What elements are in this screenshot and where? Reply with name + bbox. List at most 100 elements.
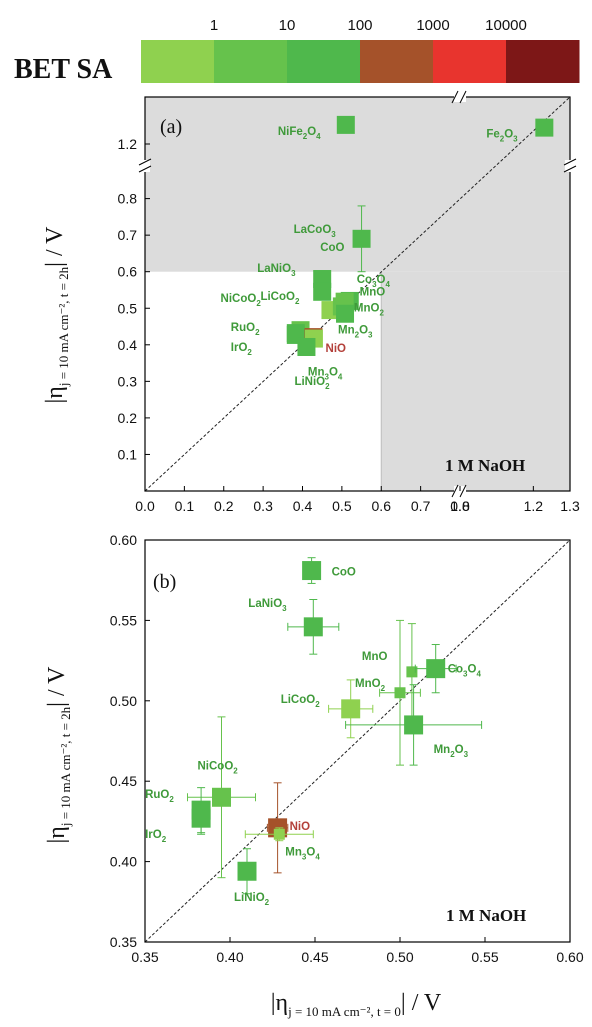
colorbar-tick-1000: 1000 (416, 17, 449, 34)
label-MnO2: MnO2 (354, 302, 385, 317)
xtick-label-0.1: 0.1 (175, 498, 195, 514)
y-break-mark-3 (563, 165, 577, 173)
panel-b-xlabel: |ηj = 10 mA cm⁻², t = 0| / V (271, 990, 442, 1019)
label-Mn2O3-main2: O (359, 325, 368, 337)
label-Mn2O3-sub: 2 (450, 750, 455, 759)
x-break-mark-1 (459, 484, 467, 498)
point-Fe2O3 (535, 118, 554, 137)
x-break-mark-2 (451, 90, 459, 104)
label-Mn2O3-sub: 2 (355, 331, 360, 340)
panel-b-annotation: 1 M NaOH (446, 906, 526, 925)
label-LaNiO3-main: LaNiO (257, 263, 291, 275)
colorbar-swatch-3 (360, 40, 434, 83)
ytick-label-0.3: 0.3 (118, 373, 138, 389)
colorbar: BET SA 1 10 100 1000 10000 (14, 17, 580, 85)
label-Mn3O4-main2: O (306, 846, 315, 858)
label-MnO2-sub: 2 (379, 308, 384, 317)
label-Mn2O3: Mn2O3 (434, 744, 469, 759)
label-Mn3O4: Mn3O4 (285, 846, 320, 861)
label-IrO2: IrO2 (145, 829, 167, 844)
ytick-label-0.50: 0.50 (110, 693, 137, 709)
point-LaCoO3 (352, 229, 371, 248)
label-RuO2: RuO2 (231, 322, 260, 337)
panel-b-label: (b) (153, 571, 176, 593)
point-IrO2 (191, 808, 211, 828)
point-Mn3O4 (273, 828, 285, 840)
point-CoO (302, 561, 322, 581)
label-Mn2O3-sub2: 3 (464, 750, 469, 759)
ytick-label-0.35: 0.35 (110, 934, 137, 950)
label-Mn3O4-sub: 3 (325, 373, 330, 382)
label-RuO2-main: RuO (231, 322, 255, 334)
label-MnO: MnO (360, 287, 386, 299)
label-CoO-main: CoO (332, 567, 356, 579)
point-LiCoO2 (341, 699, 361, 719)
label-Mn3O4: Mn3O4 (308, 367, 343, 382)
xtick-label-1.2: 1.2 (524, 498, 544, 514)
label-Fe2O3-main: Fe (486, 129, 499, 141)
xtick-label-0.3: 0.3 (253, 498, 273, 514)
label-NiO-main: NiO (290, 821, 311, 833)
colorbar-swatch-2 (287, 40, 361, 83)
xtick-label-0.8: 0.8 (450, 498, 470, 514)
ytick-label-0.6: 0.6 (118, 264, 138, 280)
point-LaNiO3 (313, 282, 332, 301)
y-break-mark-2 (563, 158, 577, 166)
label-LaNiO3-sub: 3 (291, 269, 296, 278)
colorbar-swatch-4 (433, 40, 507, 83)
label-Mn2O3-main: Mn (338, 325, 355, 337)
ytick-label-0.8: 0.8 (118, 191, 138, 207)
label-RuO2-sub: 2 (255, 328, 260, 337)
x-break-mark-0 (451, 484, 459, 498)
label-Mn3O4-main: Mn (285, 846, 302, 858)
point-Mn2O3 (336, 304, 355, 323)
point-NiFe2O4 (336, 115, 355, 134)
label-LaNiO3: LaNiO3 (248, 598, 287, 613)
colorbar-tick-100: 100 (347, 17, 372, 34)
xtick-label-0.6: 0.6 (372, 498, 392, 514)
xtick-label-0.50: 0.50 (386, 949, 413, 965)
point-MnO2 (394, 687, 406, 699)
label-CoO-main: CoO (320, 242, 344, 254)
ytick-label-0.5: 0.5 (118, 300, 138, 316)
label-IrO2-sub: 2 (162, 835, 167, 844)
label-NiFe2O4-sub: 2 (303, 132, 308, 141)
label-LiNiO2-main: LiNiO (234, 892, 265, 904)
colorbar-swatch-5 (506, 40, 580, 83)
label-LaCoO3-main: LaCoO (294, 224, 332, 236)
label-LiCoO2-main: LiCoO (281, 694, 316, 706)
colorbar-tick-10000: 10000 (485, 17, 527, 34)
label-LiNiO2-sub: 2 (325, 382, 330, 391)
label-NiFe2O4-sub2: 4 (316, 132, 321, 141)
ytick-label-0.1: 0.1 (118, 446, 138, 462)
label-NiFe2O4-main: NiFe (278, 126, 303, 138)
label-Mn2O3-main: Mn (434, 744, 451, 756)
label-CoO: CoO (320, 242, 344, 254)
svg-text:|ηj = 10 mA cm⁻², t = 2h| / V: |ηj = 10 mA cm⁻², t = 2h| / V (44, 666, 73, 844)
label-MnO2-sub: 2 (381, 684, 386, 693)
point-LiNiO2 (297, 337, 316, 356)
ytick-label-0.4: 0.4 (118, 337, 138, 353)
label-Co3O4-sub: 3 (463, 670, 468, 679)
ytick-label-0.40: 0.40 (110, 854, 137, 870)
label-LiCoO2-sub: 2 (295, 297, 300, 306)
panel-a: NiFe2O4 Fe2O3LaCoO3CoOLaNiO3Co3O4MnOLiCoO… (118, 90, 580, 514)
ytick-label-0.45: 0.45 (110, 773, 137, 789)
label-MnO: MnO (362, 651, 388, 663)
label-LiCoO2-main: LiCoO (260, 291, 295, 303)
label-LiNiO2: LiNiO2 (294, 376, 330, 391)
x-break-gap-top (454, 92, 466, 102)
label-Fe2O3-main2: O (504, 129, 513, 141)
ytick-label-0.2: 0.2 (118, 410, 138, 426)
xtick-label-0.7: 0.7 (411, 498, 431, 514)
label-Co3O4-sub2: 4 (476, 670, 481, 679)
xtick-label-0.60: 0.60 (556, 949, 583, 965)
label-NiCoO2-sub: 2 (256, 299, 261, 308)
point-MnO (406, 666, 418, 678)
panel-a-label: (a) (160, 116, 182, 138)
label-Mn3O4-sub2: 4 (338, 373, 343, 382)
label-MnO-main: MnO (360, 287, 386, 299)
label-LaNiO3-main: LaNiO (248, 598, 282, 610)
label-Co3O4-main: Co (448, 664, 463, 676)
label-NiFe2O4-main2: O (307, 126, 316, 138)
